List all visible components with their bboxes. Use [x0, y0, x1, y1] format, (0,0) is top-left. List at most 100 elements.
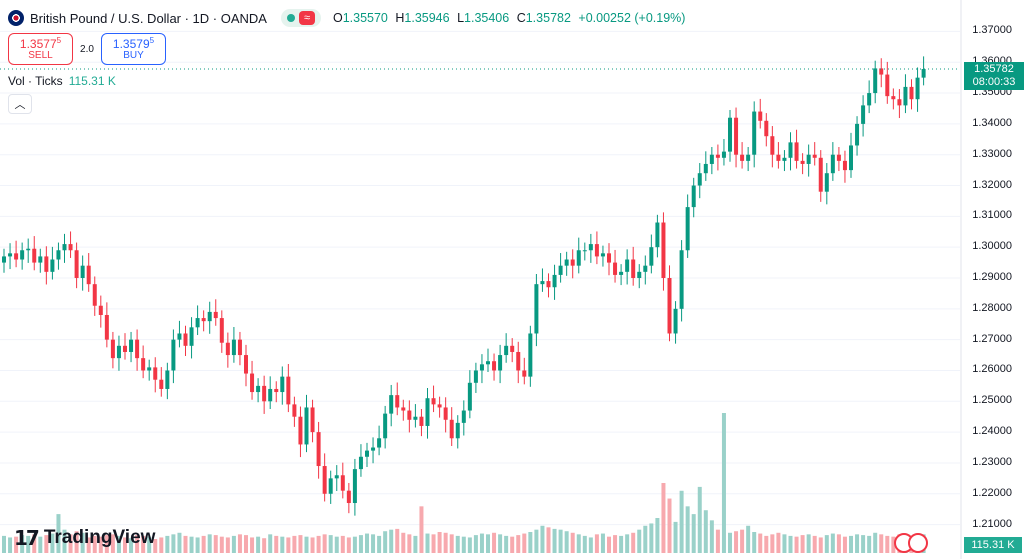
- candle-body: [764, 120, 769, 137]
- volume-bar: [147, 536, 152, 553]
- close-value: 1.35782: [525, 11, 571, 25]
- candle-body: [879, 68, 884, 75]
- volume-bar: [129, 538, 134, 553]
- candle-body: [340, 475, 345, 491]
- volume-bar: [310, 537, 315, 553]
- volume-bar: [425, 533, 430, 553]
- volume-bar: [734, 531, 739, 553]
- symbol-title[interactable]: British Pound / U.S. Dollar · 1D · OANDA: [30, 10, 267, 26]
- volume-bar: [2, 535, 6, 553]
- volume-bar: [189, 536, 194, 553]
- volume-bar: [389, 529, 394, 553]
- economic-events-icon[interactable]: [894, 533, 930, 555]
- candle-body: [770, 136, 775, 155]
- low-label: L: [457, 11, 465, 25]
- volume-bar: [836, 534, 841, 553]
- candle-body: [455, 422, 460, 439]
- wave-icon: ≈: [298, 11, 315, 25]
- volume-bar: [691, 514, 696, 553]
- volume-bar: [98, 536, 103, 553]
- volume-bar: [619, 535, 624, 553]
- candle-body: [104, 314, 109, 340]
- candle-body: [740, 154, 745, 161]
- volume-bar: [413, 535, 418, 553]
- volume-legend[interactable]: Vol · Ticks 115.31 K: [8, 74, 116, 88]
- candle-body: [734, 117, 739, 155]
- tradingview-logo[interactable]: 17 TradingView: [14, 526, 155, 550]
- volume-bar: [304, 536, 309, 553]
- price-tick-label: 1.34000: [972, 116, 1012, 129]
- collapse-legend-button[interactable]: ︿: [8, 94, 32, 114]
- candle-body: [504, 345, 509, 356]
- candle-body: [655, 222, 660, 248]
- volume-bar: [395, 528, 400, 553]
- volume-bar: [770, 534, 775, 553]
- candle-body: [377, 438, 382, 448]
- candle-body: [413, 416, 418, 420]
- volume-bar: [498, 534, 503, 553]
- volume-bar: [613, 535, 618, 553]
- candle-body: [897, 99, 902, 106]
- volume-bar: [365, 533, 369, 553]
- price-tick-label: 1.33000: [972, 147, 1012, 160]
- volume-bar: [522, 533, 527, 553]
- volume-bar: [740, 529, 745, 553]
- candle-body: [201, 318, 206, 322]
- candle-body: [855, 123, 860, 146]
- candle-body: [867, 93, 872, 106]
- candle-body: [552, 274, 557, 288]
- candle-body: [703, 163, 708, 174]
- candle-body: [153, 367, 158, 380]
- price-tick-label: 1.27000: [972, 332, 1012, 345]
- volume-label: Vol · Ticks: [8, 74, 63, 88]
- candle-body: [286, 376, 291, 405]
- candle-body: [20, 250, 25, 260]
- low-value: 1.35406: [464, 11, 510, 25]
- candle-body: [395, 395, 400, 408]
- candle-body: [437, 404, 442, 408]
- candle-body: [92, 284, 97, 306]
- candle-body: [274, 388, 279, 393]
- candle-body: [673, 308, 678, 334]
- candle-body: [625, 259, 630, 272]
- high-label: H: [395, 11, 405, 25]
- volume-bar: [62, 529, 67, 553]
- candle-body: [32, 248, 37, 263]
- volume-bar: [746, 525, 751, 553]
- market-open-dot-icon: [286, 14, 295, 22]
- volume-bar: [50, 533, 55, 553]
- candle-body: [679, 250, 684, 309]
- volume-bar: [728, 532, 732, 553]
- candle-body: [123, 345, 127, 352]
- volume-bar: [776, 532, 781, 553]
- volume-bar: [183, 535, 188, 553]
- sell-button[interactable]: 1.35775 SELL: [8, 33, 73, 65]
- candle-body: [2, 256, 6, 263]
- candle-body: [709, 154, 714, 164]
- candle-body: [50, 259, 55, 272]
- volume-bar: [116, 535, 121, 553]
- volume-bar: [800, 535, 805, 553]
- candle-body: [280, 376, 285, 393]
- volume-bar: [479, 533, 484, 553]
- volume-bar: [885, 535, 890, 553]
- candle-body: [510, 345, 515, 352]
- buy-button[interactable]: 1.35795 BUY: [101, 33, 166, 65]
- volume-bar: [219, 536, 224, 553]
- volume-bar: [292, 535, 297, 553]
- volume-bar: [74, 531, 79, 553]
- candle-body: [582, 250, 587, 252]
- candle-body: [637, 271, 642, 278]
- volume-bar: [655, 518, 660, 553]
- candle-body: [225, 342, 230, 356]
- candle-body: [607, 253, 611, 263]
- volume-bar: [32, 534, 37, 553]
- volume-bar: [92, 535, 97, 553]
- volume-bar: [346, 537, 351, 553]
- candle-body: [728, 117, 732, 152]
- candle-body: [171, 339, 176, 371]
- volume-bar: [721, 413, 726, 553]
- volume-bar: [709, 520, 714, 553]
- market-status-pill[interactable]: ≈: [280, 9, 321, 27]
